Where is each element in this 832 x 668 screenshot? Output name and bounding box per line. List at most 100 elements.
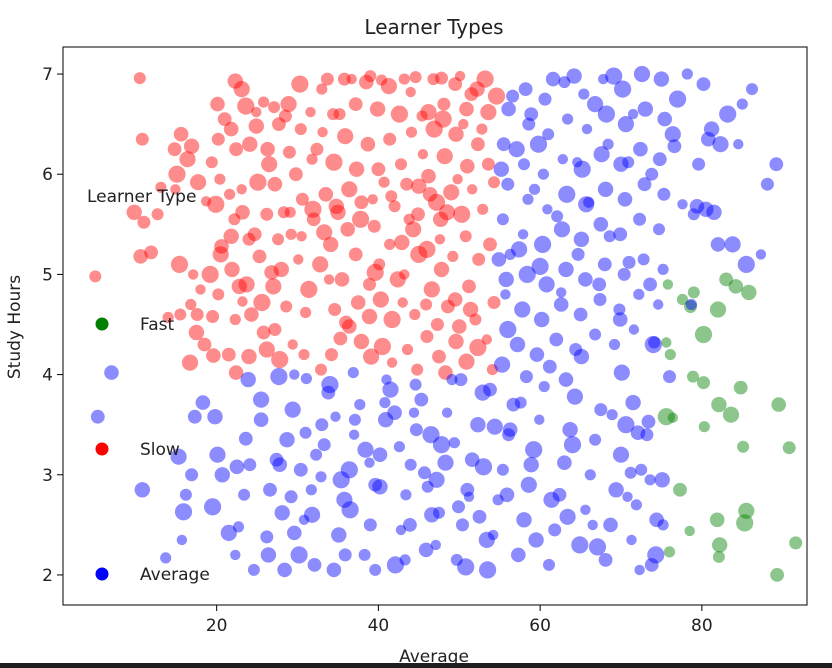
point-average (597, 257, 612, 272)
point-average (509, 336, 526, 353)
point-average (643, 277, 657, 292)
point-average (677, 199, 688, 210)
point-slow (346, 73, 357, 85)
point-slow (439, 204, 456, 221)
legend-label: Slow (140, 440, 180, 460)
point-average (558, 185, 576, 203)
x-tick-label: 80 (691, 616, 713, 636)
point-average (174, 503, 193, 521)
point-average (529, 347, 545, 362)
point-average (517, 229, 529, 240)
point-slow (405, 126, 418, 138)
point-slow (205, 156, 218, 169)
points-layer (89, 65, 803, 582)
point-slow (312, 256, 329, 273)
point-slow (210, 96, 225, 112)
point-slow (201, 265, 219, 283)
point-average (685, 298, 698, 311)
point-slow (453, 205, 471, 223)
point-slow (277, 206, 290, 219)
point-average (454, 373, 468, 387)
point-slow (438, 365, 453, 380)
point-average (543, 558, 555, 571)
point-average (229, 459, 245, 475)
point-slow (260, 141, 275, 157)
point-slow (261, 156, 278, 173)
point-average (243, 458, 257, 472)
point-average (578, 272, 593, 287)
point-slow (420, 330, 434, 343)
point-average (290, 546, 308, 564)
point-average (597, 105, 616, 123)
point-average (472, 509, 487, 524)
point-slow (369, 101, 386, 117)
point-average (543, 491, 560, 508)
point-slow (190, 174, 207, 191)
point-slow (267, 176, 283, 192)
point-slow (380, 78, 397, 95)
point-slow (271, 351, 289, 369)
point-slow (398, 73, 410, 85)
point-average (640, 428, 654, 442)
point-slow (467, 184, 478, 195)
point-fast (657, 408, 675, 426)
point-average (628, 324, 640, 335)
point-average (769, 157, 784, 172)
point-average (304, 506, 321, 523)
point-average (260, 547, 277, 563)
point-average (326, 562, 342, 578)
point-slow (323, 236, 339, 253)
point-average (534, 414, 545, 425)
point-average (238, 488, 251, 501)
point-slow (167, 142, 182, 157)
point-average (687, 208, 700, 221)
point-slow (409, 71, 422, 84)
point-slow (268, 323, 282, 336)
point-average (160, 552, 172, 564)
point-slow (268, 101, 281, 114)
point-average (566, 68, 582, 84)
point-average (496, 463, 509, 476)
legend-marker (95, 567, 109, 581)
point-slow (188, 324, 205, 341)
point-slow (214, 239, 229, 254)
point-average (522, 193, 534, 205)
point-average (622, 156, 635, 169)
point-slow (421, 168, 436, 184)
point-average (648, 336, 661, 349)
point-fast (719, 272, 733, 287)
point-average (534, 235, 552, 253)
point-slow (316, 83, 328, 95)
point-average (170, 448, 187, 465)
point-slow (469, 81, 485, 97)
point-slow (333, 108, 346, 121)
point-average (516, 512, 532, 528)
point-slow (264, 265, 279, 280)
point-slow (405, 86, 416, 98)
point-slow (469, 313, 482, 326)
point-slow (223, 121, 239, 137)
point-slow (265, 278, 282, 295)
point-slow (212, 288, 225, 301)
point-average (592, 277, 607, 292)
point-slow (340, 222, 356, 237)
point-slow (423, 281, 440, 298)
point-slow (185, 298, 197, 311)
point-slow (487, 87, 506, 105)
point-slow (247, 227, 262, 242)
point-slow (258, 341, 275, 358)
point-fast (709, 512, 725, 528)
point-slow (433, 211, 449, 227)
point-slow (397, 297, 408, 308)
point-average (474, 458, 493, 476)
point-average (553, 221, 571, 238)
point-average (511, 547, 526, 563)
point-average (179, 488, 192, 501)
point-average (315, 471, 327, 483)
point-average (483, 382, 497, 397)
point-average (608, 482, 624, 498)
point-fast (664, 349, 676, 361)
x-tick-label: 60 (529, 616, 551, 636)
point-slow (434, 110, 452, 128)
point-average (571, 247, 585, 261)
